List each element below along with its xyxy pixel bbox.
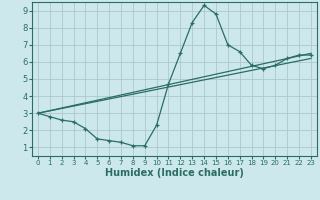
- X-axis label: Humidex (Indice chaleur): Humidex (Indice chaleur): [105, 168, 244, 178]
